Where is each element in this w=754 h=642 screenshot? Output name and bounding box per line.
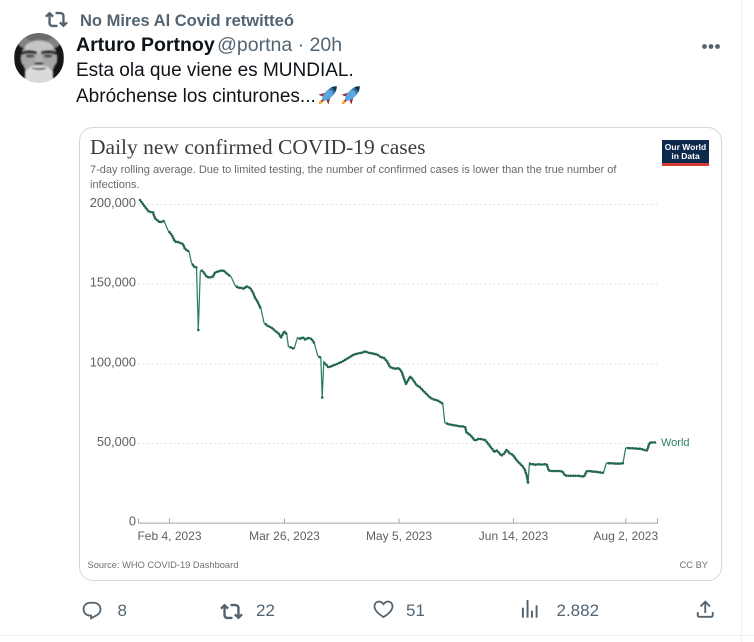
svg-text:Jun 14, 2023: Jun 14, 2023: [479, 529, 549, 543]
svg-text:150,000: 150,000: [90, 275, 136, 290]
svg-text:100,000: 100,000: [90, 354, 136, 369]
svg-text:50,000: 50,000: [97, 434, 136, 449]
svg-text:200,000: 200,000: [90, 195, 136, 210]
svg-text:0: 0: [129, 514, 136, 529]
svg-text:Feb 4, 2023: Feb 4, 2023: [137, 529, 201, 543]
svg-text:World: World: [661, 437, 690, 449]
svg-text:May 5, 2023: May 5, 2023: [366, 529, 432, 543]
svg-text:Aug 2, 2023: Aug 2, 2023: [593, 529, 658, 543]
svg-text:Mar 26, 2023: Mar 26, 2023: [249, 529, 320, 543]
